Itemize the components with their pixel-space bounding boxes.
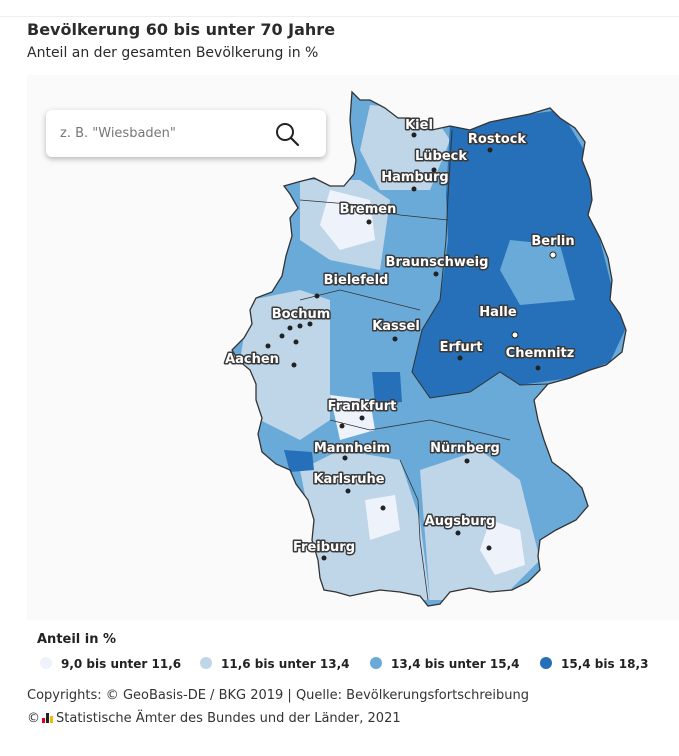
city-markers <box>265 132 557 561</box>
credits-line-1: Copyrights: © GeoBasis-DE / BKG 2019 | Q… <box>27 688 530 703</box>
legend-swatch <box>370 657 382 669</box>
city-label-kassel: Kassel <box>372 319 420 334</box>
city-dot <box>307 321 313 327</box>
city-label-hamburg: Hamburg <box>381 170 448 185</box>
city-dot <box>287 325 293 331</box>
legend-item: 13,4 bis unter 15,4 <box>370 657 519 671</box>
city-dot <box>293 339 299 345</box>
legend-item: 11,6 bis unter 13,4 <box>200 657 349 671</box>
legend: 9,0 bis unter 11,6 11,6 bis unter 13,4 1… <box>40 657 679 675</box>
page-title: Bevölkerung 60 bis unter 70 Jahre <box>27 20 336 39</box>
city-label-braunschweig: Braunschweig <box>386 255 489 270</box>
state-border-niedersachsen <box>299 199 449 221</box>
city-dot <box>487 147 493 153</box>
region-bw-light[interactable] <box>300 450 430 600</box>
city-label-kiel: Kiel <box>405 118 433 133</box>
city-label-augsburg: Augsburg <box>425 514 496 529</box>
city-dot <box>380 505 386 511</box>
city-dot <box>291 362 297 368</box>
city-labels: Kiel Rostock Lübeck Hamburg Bremen Berli… <box>224 117 577 557</box>
city-label-freiburg: Freiburg <box>293 540 355 555</box>
germany-map[interactable]: Kiel Rostock Lübeck Hamburg Bremen Berli… <box>0 0 679 630</box>
city-dot <box>486 545 492 551</box>
top-divider <box>0 16 679 17</box>
credits-line-2: © Statistische Ämter des Bundes und der L… <box>27 711 401 726</box>
city-label-chemnitz: Chemnitz <box>506 346 575 361</box>
city-dot <box>265 343 271 349</box>
city-dot <box>321 555 327 561</box>
search-input[interactable] <box>60 123 260 143</box>
statistics-logo-icon <box>42 713 53 723</box>
state-border-hessen <box>329 419 511 441</box>
page-subtitle: Anteil an der gesamten Bevölkerung in % <box>27 45 319 61</box>
city-dot <box>342 455 348 461</box>
legend-swatch <box>200 657 212 669</box>
city-label-karlsruhe: Karlsruhe <box>313 472 384 487</box>
state-border-east <box>411 129 549 399</box>
city-dot <box>339 423 345 429</box>
region-muenchen-lightest[interactable] <box>480 520 525 575</box>
legend-label: 15,4 bis 18,3 <box>561 657 649 671</box>
legend-item: 15,4 bis 18,3 <box>540 657 648 671</box>
region-stuttgart-lightest[interactable] <box>365 495 400 540</box>
city-label-bielefeld: Bielefeld <box>324 273 389 288</box>
city-label-bremen: Bremen <box>340 202 397 217</box>
city-dot <box>511 331 519 339</box>
city-dot <box>549 251 557 259</box>
city-dot <box>535 365 541 371</box>
search-icon[interactable] <box>274 121 300 147</box>
city-label-luebeck: Lübeck <box>415 149 467 164</box>
city-dot <box>366 219 372 225</box>
city-dot <box>431 167 437 173</box>
region-layer[interactable] <box>220 85 640 615</box>
state-border-bw <box>399 459 429 601</box>
legend-swatch <box>40 657 52 669</box>
city-dot <box>359 415 365 421</box>
legend-label: 9,0 bis unter 11,6 <box>61 657 182 671</box>
city-label-mannheim: Mannheim <box>314 441 390 456</box>
city-label-nuernberg: Nürnberg <box>430 441 500 456</box>
copyright-symbol: © <box>27 711 40 726</box>
germany-outline <box>231 90 627 607</box>
search-box <box>46 110 326 157</box>
city-label-berlin: Berlin <box>531 234 574 249</box>
city-label-rostock: Rostock <box>468 132 527 147</box>
region-hessen-dark[interactable] <box>372 372 402 404</box>
city-label-bochum: Bochum <box>272 307 331 322</box>
city-dot <box>411 186 417 192</box>
city-dot <box>345 488 351 494</box>
city-dot <box>314 293 320 299</box>
city-label-frankfurt: Frankfurt <box>328 399 397 414</box>
city-label-aachen: Aachen <box>225 352 279 367</box>
city-dot <box>411 132 417 138</box>
legend-swatch <box>540 657 552 669</box>
legend-label: 13,4 bis unter 15,4 <box>391 657 520 671</box>
legend-title: Anteil in % <box>37 632 117 647</box>
state-border-nrw <box>299 289 421 311</box>
region-pfalz-dark[interactable] <box>284 450 314 472</box>
city-dot <box>457 355 463 361</box>
city-dot <box>279 333 285 339</box>
credits-source: Statistische Ämter des Bundes und der Lä… <box>56 711 401 726</box>
city-dot <box>455 530 461 536</box>
city-label-erfurt: Erfurt <box>440 340 483 355</box>
city-dot <box>464 458 470 464</box>
legend-label: 11,6 bis unter 13,4 <box>221 657 350 671</box>
legend-item: 9,0 bis unter 11,6 <box>40 657 181 671</box>
region-west-light[interactable] <box>240 290 330 440</box>
city-dot <box>433 271 439 277</box>
city-label-halle: Halle <box>479 305 517 320</box>
city-dot <box>297 323 303 329</box>
city-dot <box>392 336 398 342</box>
